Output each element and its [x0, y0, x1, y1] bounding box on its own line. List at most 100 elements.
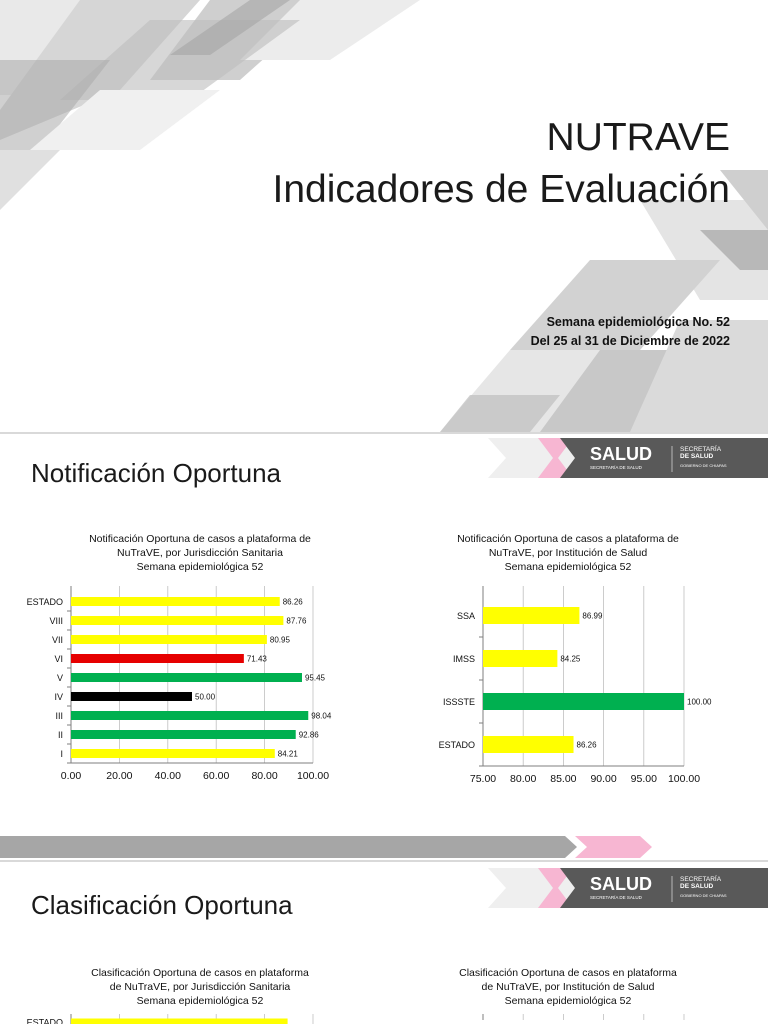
x-tick-label: 75.00: [470, 773, 496, 784]
logo-brand: SALUD: [590, 874, 652, 894]
category-label: ESTADO: [27, 597, 63, 607]
chart3-title-line2: de NuTraVE, por Jurisdicción Sanitaria: [109, 981, 291, 993]
data-label: 84.21: [278, 750, 299, 759]
chart1-title: Notificación Oportuna de casos a platafo…: [60, 532, 340, 574]
category-label: III: [55, 711, 63, 721]
bar: [71, 1018, 288, 1024]
category-label: VI: [54, 654, 63, 664]
cover-slide: NUTRAVE Indicadores de Evaluación Semana…: [0, 0, 768, 432]
logo-right-line3: GOBIERNO DE CHIAPAS: [680, 463, 727, 468]
bar: [71, 616, 284, 625]
category-label: ESTADO: [27, 1018, 63, 1024]
category-label: ESTADO: [439, 740, 475, 750]
cover-date-line: Del 25 al 31 de Diciembre de 2022: [530, 334, 730, 348]
slide-divider: [0, 860, 768, 862]
bar: [71, 730, 296, 739]
x-tick-label: 20.00: [106, 770, 132, 782]
x-tick-label: 90.00: [590, 773, 616, 784]
category-label: IV: [54, 692, 63, 702]
x-tick-label: 40.00: [155, 770, 181, 782]
chart2-title-line2: NuTraVE, por Institución de Salud: [488, 547, 648, 559]
x-tick-label: 80.00: [510, 773, 536, 784]
chart4-title-line3: Semana epidemiológica 52: [504, 995, 632, 1007]
chart1-title-line1: Notificación Oportuna de casos a platafo…: [89, 533, 311, 545]
cover-title-line2: Indicadores de Evaluación: [272, 168, 730, 211]
bar: [71, 692, 192, 701]
logo-right-line1: SECRETARÍA: [680, 444, 722, 453]
chart4-title-line2: de NuTraVE, por Institución de Salud: [481, 981, 655, 993]
logo-right-line2: DE SALUD: [680, 453, 714, 460]
logo-brand-sub: SECRETARÍA DE SALUD: [590, 894, 643, 900]
chart-clasificacion-jurisdiccion: ESTADO: [27, 1014, 314, 1024]
bar: [71, 654, 244, 663]
category-label: I: [60, 749, 63, 759]
logo-right-line3: GOBIERNO DE CHIAPAS: [680, 893, 727, 898]
chart3-title: Clasificación Oportuna de casos en plata…: [60, 966, 340, 1008]
chart2-title-line1: Notificación Oportuna de casos a platafo…: [457, 533, 679, 545]
bar: [71, 711, 309, 720]
chart-jurisdiccion: 0.00 20.00 40.00 60.00 80.00 100.00 ESTADO 86.2…: [27, 586, 332, 782]
category-label: VII: [52, 635, 63, 645]
chart4-title: Clasificación Oportuna de casos en plata…: [428, 966, 708, 1008]
logo-right-line1: SECRETARÍA: [680, 874, 722, 883]
bar: [71, 635, 267, 644]
category-label: IMSS: [453, 654, 475, 664]
chart1-title-line3: Semana epidemiológica 52: [136, 561, 264, 573]
cover-title: NUTRAVE Indicadores de Evaluación: [273, 112, 730, 216]
x-tick-label: 85.00: [550, 773, 576, 784]
cover-week-info: Semana epidemiológica No. 52 Del 25 al 3…: [531, 313, 730, 351]
chart3-title-line3: Semana epidemiológica 52: [136, 995, 264, 1007]
x-tick-label: 100.00: [297, 770, 329, 782]
data-label: 71.43: [247, 655, 268, 664]
cover-week-line: Semana epidemiológica No. 52: [546, 315, 730, 329]
x-tick-label: 80.00: [251, 770, 277, 782]
data-label: 95.45: [305, 674, 326, 683]
chart2-title-line3: Semana epidemiológica 52: [504, 561, 632, 573]
chart1-title-line2: NuTraVE, por Jurisdicción Sanitaria: [117, 547, 283, 559]
chart3-title-line1: Clasificación Oportuna de casos en plata…: [91, 967, 309, 979]
category-label: ISSSTE: [443, 697, 475, 707]
bar: [483, 693, 684, 710]
x-tick-label: 100.00: [668, 773, 700, 784]
bar: [483, 607, 580, 624]
geometric-background: [0, 0, 768, 432]
bar: [71, 749, 275, 758]
chart2-title: Notificación Oportuna de casos a platafo…: [428, 532, 708, 574]
data-label: 87.76: [286, 617, 307, 626]
chart4-title-line1: Clasificación Oportuna de casos en plata…: [459, 967, 677, 979]
x-tick-label: 60.00: [203, 770, 229, 782]
data-label: 84.25: [560, 655, 581, 664]
logo-brand-sub: SECRETARÍA DE SALUD: [590, 464, 643, 470]
salud-logo: SALUD SECRETARÍA DE SALUD SECRETARÍA DE …: [488, 868, 768, 908]
data-label: 80.95: [270, 636, 291, 645]
bottom-arrow-band: [0, 836, 652, 858]
cover-title-line1: NUTRAVE: [546, 116, 730, 159]
category-label: II: [58, 730, 63, 740]
data-label: 100.00: [687, 698, 712, 707]
category-label: VIII: [49, 616, 63, 626]
data-label: 86.26: [577, 741, 598, 750]
data-label: 92.86: [299, 731, 320, 740]
clasificacion-slide: SALUD SECRETARÍA DE SALUD SECRETARÍA DE …: [0, 862, 768, 1024]
bar: [71, 673, 302, 682]
notificacion-slide: SALUD SECRETARÍA DE SALUD SECRETARÍA DE …: [0, 434, 768, 860]
category-label: SSA: [457, 611, 475, 621]
data-label: 86.99: [582, 612, 603, 621]
salud-logo: SALUD SECRETARÍA DE SALUD SECRETARÍA DE …: [488, 438, 768, 478]
logo-right-line2: DE SALUD: [680, 883, 714, 890]
x-tick-label: 95.00: [631, 773, 657, 784]
chart-institucion: 75.00 80.00 85.00 90.00 95.00 100.00 SSA 86.99 I…: [439, 586, 712, 784]
chart-clasificacion-institucion: [482, 1014, 685, 1020]
data-label: 86.26: [283, 598, 304, 607]
section-heading-clasificacion: Clasificación Oportuna: [31, 890, 293, 920]
bar: [71, 597, 280, 606]
slide-divider: [0, 432, 768, 434]
logo-brand: SALUD: [590, 444, 652, 464]
x-tick-label: 0.00: [61, 770, 82, 782]
category-label: V: [57, 673, 63, 683]
data-label: 50.00: [195, 693, 216, 702]
bar: [483, 650, 558, 667]
bar: [483, 736, 574, 753]
section-heading-notificacion: Notificación Oportuna: [31, 458, 282, 488]
data-label: 98.04: [311, 712, 332, 721]
